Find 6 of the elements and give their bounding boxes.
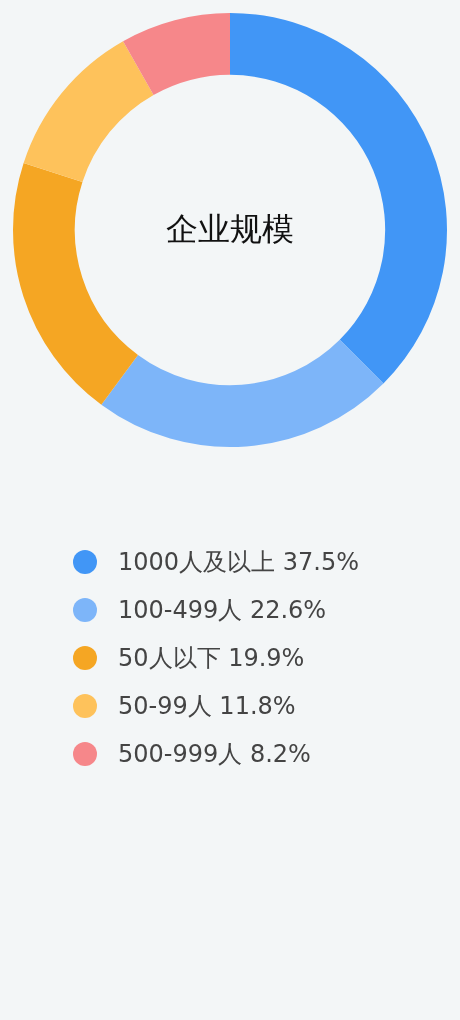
legend-label: 100-499人 22.6% — [118, 595, 327, 626]
legend-label: 50人以下 19.9% — [118, 643, 305, 674]
text: 企业规模 — [166, 210, 294, 249]
legend-label: 1000人及以上 37.5% — [118, 547, 359, 578]
legend-label: 50-99人 11.8% — [118, 691, 296, 722]
legend-label: 500-999人 8.2% — [118, 739, 311, 770]
